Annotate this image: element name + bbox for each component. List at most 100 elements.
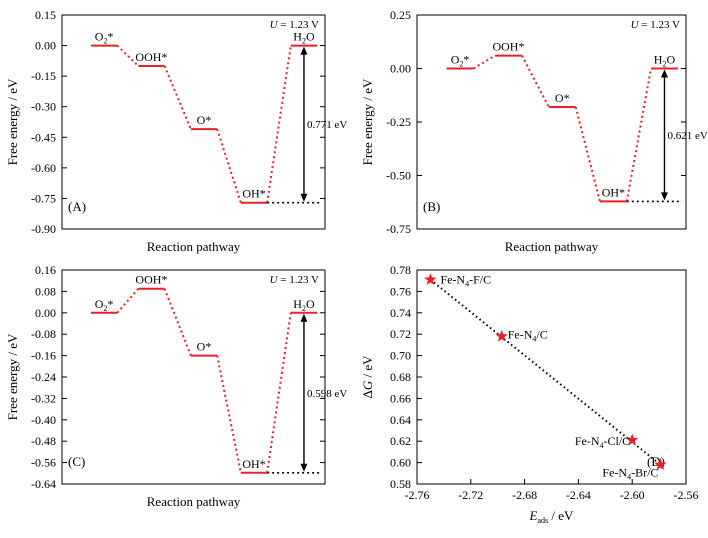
plot-frame	[416, 14, 687, 230]
state-label: O2*	[451, 53, 470, 69]
y-tick-label: -0.25	[386, 115, 411, 129]
potential-annotation: U = 1.23 V	[270, 19, 319, 31]
state-label: O*	[197, 340, 212, 354]
x-tick-label: -2.68	[512, 488, 537, 502]
connector-line	[521, 55, 550, 108]
arrowhead-down	[300, 193, 308, 202]
state-label: OOH*	[135, 50, 167, 64]
y-tick-label: -0.60	[31, 161, 56, 175]
x-axis-label: Reaction pathway	[505, 239, 599, 254]
x-axis-label: Reaction pathway	[147, 494, 241, 509]
y-axis-label: ΔG / eV	[360, 355, 375, 399]
state-label: OOH*	[135, 273, 167, 287]
panel-label: (C)	[68, 454, 85, 469]
potential-annotation: U = 1.23 V	[631, 19, 680, 31]
y-tick-label: -0.08	[31, 327, 56, 341]
y-tick-label: 0.00	[390, 62, 411, 76]
state-label: O*	[197, 113, 212, 127]
x-tick-label: -2.56	[674, 488, 699, 502]
x-axis-label: Reaction pathway	[147, 239, 241, 254]
connector-line	[163, 65, 192, 130]
state-label: H2O	[654, 53, 676, 69]
connector-line	[472, 54, 496, 70]
y-tick-label: -0.32	[31, 391, 56, 405]
gap-value-label: 0.598 eV	[307, 388, 347, 400]
state-label: O2*	[95, 30, 114, 46]
star-marker	[626, 433, 639, 446]
y-tick-label: -0.48	[31, 434, 56, 448]
connector-line	[266, 312, 292, 473]
x-tick-label: -2.76	[405, 488, 430, 502]
connector-line	[625, 68, 653, 202]
connector-line	[116, 288, 140, 314]
y-tick-label: 0.76	[390, 284, 411, 298]
y-axis-label: Free energy / eV	[360, 78, 375, 165]
arrowhead-up	[660, 69, 668, 78]
state-label: OH*	[242, 187, 265, 201]
y-tick-label: -0.30	[31, 100, 56, 114]
y-tick-label: 0.15	[35, 8, 56, 22]
x-tick-label: -2.64	[566, 488, 591, 502]
gap-value-label: 0.621 eV	[667, 130, 707, 142]
state-label: OH*	[242, 457, 265, 471]
star-marker	[654, 458, 667, 470]
point-label: Fe-N4-Cl/C	[575, 434, 630, 450]
y-axis-label: Free energy / eV	[5, 78, 20, 165]
point-label: Fe-N4-Br/C	[602, 466, 658, 482]
y-tick-label: -0.24	[31, 370, 56, 384]
y-tick-label: -0.64	[31, 477, 56, 491]
y-tick-label: -0.56	[31, 456, 56, 470]
gap-value-label: 0.771 eV	[307, 119, 347, 131]
connector-line	[216, 355, 242, 473]
y-tick-label: -0.50	[386, 169, 411, 183]
y-tick-label: 0.74	[390, 306, 411, 320]
y-tick-label: 0.64	[390, 413, 411, 427]
y-tick-label: -0.16	[31, 349, 56, 363]
x-tick-label: -2.60	[620, 488, 645, 502]
state-label: OH*	[602, 185, 625, 199]
star-marker	[495, 329, 508, 342]
state-label: H2O	[293, 297, 315, 313]
arrowhead-down	[660, 192, 668, 201]
y-tick-label: 0.60	[390, 456, 411, 470]
panel-label: (A)	[68, 199, 86, 214]
panel-label: (B)	[423, 199, 440, 214]
y-tick-label: -0.90	[31, 222, 56, 236]
connector-line	[266, 45, 292, 203]
arrowhead-up	[300, 313, 308, 322]
y-tick-label: 0.70	[390, 349, 411, 363]
y-tick-label: 0.25	[390, 8, 411, 22]
point-label: Fe-N4/C	[508, 327, 548, 343]
y-tick-label: 0.08	[35, 284, 56, 298]
y-tick-label: 0.00	[35, 39, 56, 53]
potential-annotation: U = 1.23 V	[270, 274, 319, 286]
x-axis-label: Eads / eV	[529, 508, 575, 525]
y-tick-label: -0.15	[31, 69, 56, 83]
connector-line	[574, 106, 601, 202]
star-marker	[424, 273, 437, 285]
arrowhead-up	[300, 46, 308, 55]
y-tick-label: 0.72	[390, 327, 411, 341]
arrowhead-down	[300, 463, 308, 472]
y-tick-label: -0.75	[386, 222, 411, 236]
x-tick-label: -2.72	[458, 488, 483, 502]
y-tick-label: 0.78	[390, 263, 411, 277]
connector-line	[163, 288, 192, 356]
y-tick-label: -0.45	[31, 130, 56, 144]
y-axis-label: Free energy / eV	[5, 333, 20, 420]
connector-line	[216, 128, 242, 204]
state-label: H2O	[293, 30, 315, 46]
y-tick-label: 0.00	[35, 306, 56, 320]
state-label: O2*	[95, 297, 114, 313]
y-tick-label: -0.75	[31, 191, 56, 205]
y-tick-label: -0.40	[31, 413, 56, 427]
y-tick-label: 0.58	[390, 477, 411, 491]
point-label: Fe-N4-F/C	[440, 273, 491, 289]
y-tick-label: 0.62	[390, 434, 411, 448]
y-tick-label: 0.16	[35, 263, 56, 277]
y-tick-label: 0.66	[390, 391, 411, 405]
state-label: OOH*	[492, 40, 524, 54]
state-label: O*	[555, 91, 570, 105]
plot-frame	[61, 14, 326, 230]
